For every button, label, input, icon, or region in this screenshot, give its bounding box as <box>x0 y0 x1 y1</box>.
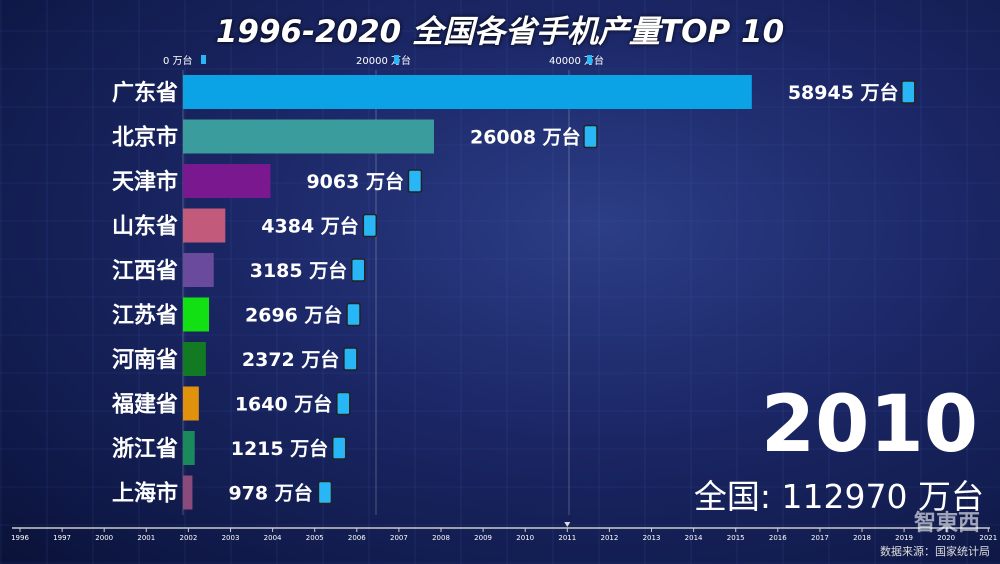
timeline-label: 2005 <box>306 534 324 542</box>
timeline-label: 2004 <box>264 534 282 542</box>
timeline-label: 1996 <box>11 534 29 542</box>
value-label: 26008 万台 <box>470 126 581 149</box>
logo-watermark: 智東西 <box>913 511 980 536</box>
value-label: 4384 万台 <box>261 215 359 238</box>
phone-icon <box>362 213 378 238</box>
value-label: 2372 万台 <box>242 348 340 371</box>
phone-icon <box>394 55 399 64</box>
timeline-label: 1997 <box>53 534 71 542</box>
bar <box>183 475 193 510</box>
bar <box>183 75 752 109</box>
timeline-label: 2001 <box>137 534 155 542</box>
timeline-label: 2014 <box>685 534 703 542</box>
phone-icon <box>201 55 206 64</box>
category-label: 上海市 <box>112 481 178 507</box>
category-label: 江西省 <box>112 259 178 284</box>
timeline-label: 2006 <box>348 534 366 542</box>
timeline-label: 2012 <box>600 534 618 542</box>
axis-tick-label: 20000 万台 <box>356 54 411 67</box>
value-label: 58945 万台 <box>788 81 899 104</box>
category-label: 福建省 <box>111 393 178 418</box>
bar <box>183 386 199 421</box>
phone-icon <box>583 124 598 149</box>
timeline-label: 2019 <box>895 534 913 542</box>
timeline-label: 2007 <box>390 534 408 542</box>
phone-icon <box>336 391 351 416</box>
timeline-label: 2018 <box>853 534 871 542</box>
bar <box>183 119 434 154</box>
bar <box>183 431 195 465</box>
timeline-label: 2008 <box>432 534 450 542</box>
category-label: 北京市 <box>112 125 178 151</box>
category-label: 山东省 <box>112 214 178 240</box>
value-label: 1215 万台 <box>231 437 328 460</box>
national-total: 全国: 112970 万台 <box>693 477 984 516</box>
timeline-handle <box>564 522 571 527</box>
current-year: 2010 <box>760 380 978 470</box>
category-label: 广东省 <box>112 80 178 106</box>
timeline-label: 2017 <box>811 534 829 542</box>
phone-icon <box>343 347 358 371</box>
category-label: 浙江省 <box>112 437 178 462</box>
phone-icon <box>317 480 333 505</box>
timeline-label: 2011 <box>558 534 576 542</box>
timeline-label: 2020 <box>937 534 955 542</box>
phone-icon <box>346 302 361 327</box>
timeline-label: 2000 <box>95 534 113 542</box>
value-label: 9063 万台 <box>306 170 404 193</box>
bar <box>183 164 271 198</box>
phone-icon <box>587 55 592 64</box>
axis-tick-label: 40000 万台 <box>549 54 604 67</box>
bar <box>183 208 226 243</box>
timeline-label: 2003 <box>222 534 240 542</box>
timeline-label: 2013 <box>643 534 661 542</box>
category-label: 天津市 <box>112 169 178 195</box>
category-label: 河南省 <box>112 348 178 373</box>
phone-icon <box>901 80 916 104</box>
axis-tick-label: 0 万台 <box>163 54 193 67</box>
bar <box>183 253 214 287</box>
phone-icon <box>350 258 366 282</box>
value-label: 3185 万台 <box>250 259 347 282</box>
category-label: 江苏省 <box>112 303 178 329</box>
value-label: 978 万台 <box>228 482 312 505</box>
bar <box>183 342 206 376</box>
timeline-label: 2009 <box>474 534 492 542</box>
value-label: 1640 万台 <box>235 393 332 416</box>
timeline-label: 2010 <box>516 534 534 542</box>
value-label: 2696 万台 <box>245 304 343 327</box>
phone-icon <box>331 436 347 460</box>
timeline-label: 2021 <box>979 534 997 542</box>
bar <box>183 297 210 332</box>
timeline-label: 2015 <box>727 534 745 542</box>
timeline-label: 2002 <box>179 534 197 542</box>
chart-title: 1996-2020 全国各省手机产量TOP 10 <box>215 14 785 50</box>
timeline-label: 2016 <box>769 534 787 542</box>
phone-icon <box>407 169 423 193</box>
data-source: 数据来源：国家统计局 <box>880 545 990 558</box>
